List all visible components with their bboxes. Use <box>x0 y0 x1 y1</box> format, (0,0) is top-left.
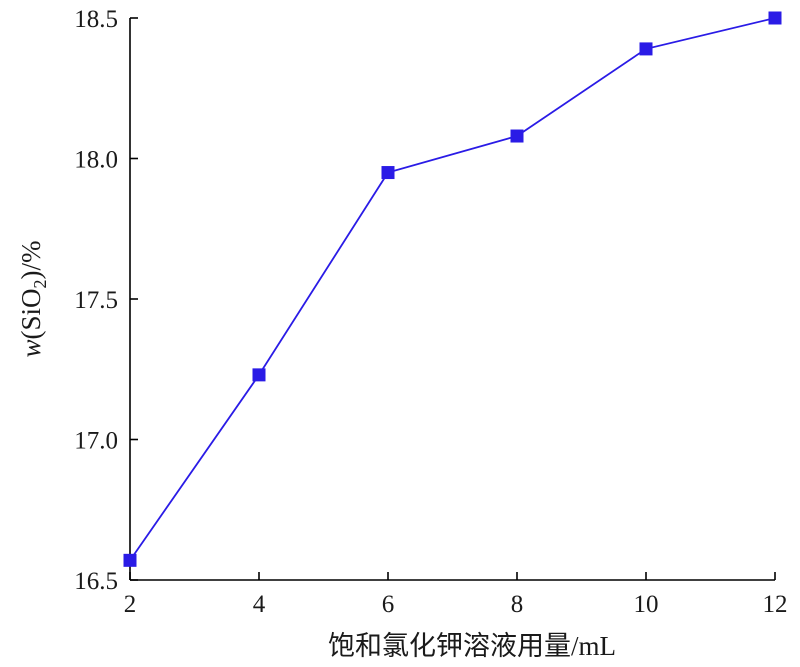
x-tick-label: 6 <box>382 591 395 618</box>
y-axis-title-close: )/% <box>16 240 46 279</box>
y-tick-label: 17.5 <box>74 287 118 314</box>
x-tick-label: 12 <box>763 591 788 618</box>
data-point <box>639 42 653 56</box>
data-point <box>768 11 782 25</box>
data-point <box>123 553 137 567</box>
series-line <box>129 17 776 561</box>
data-point <box>510 129 524 143</box>
y-axis-title-open: (SiO <box>16 288 46 339</box>
y-axis-title: w(SiO2)/% <box>16 240 50 357</box>
plot-area <box>123 11 782 581</box>
y-tick-label: 17.0 <box>74 428 118 455</box>
x-tick-label: 2 <box>124 591 137 618</box>
x-axis-title: 饱和氯化钾溶液用量/mL <box>328 631 616 661</box>
data-points <box>123 11 782 567</box>
y-tick-label: 16.5 <box>74 568 118 595</box>
x-tick-label: 4 <box>253 591 266 618</box>
x-tick-label: 8 <box>511 591 524 618</box>
x-tick-label: 10 <box>634 591 659 618</box>
y-axis-title-subscript: 2 <box>30 279 50 288</box>
data-point <box>252 368 266 382</box>
y-axis-title-prefix: w <box>16 339 46 357</box>
data-point <box>381 166 395 180</box>
tick-group: 2 4 6 8 10 12 16.5 17.0 17.5 18.0 18.5 <box>74 6 787 618</box>
y-tick-label: 18.5 <box>74 6 118 33</box>
y-tick-label: 18.0 <box>74 147 118 174</box>
